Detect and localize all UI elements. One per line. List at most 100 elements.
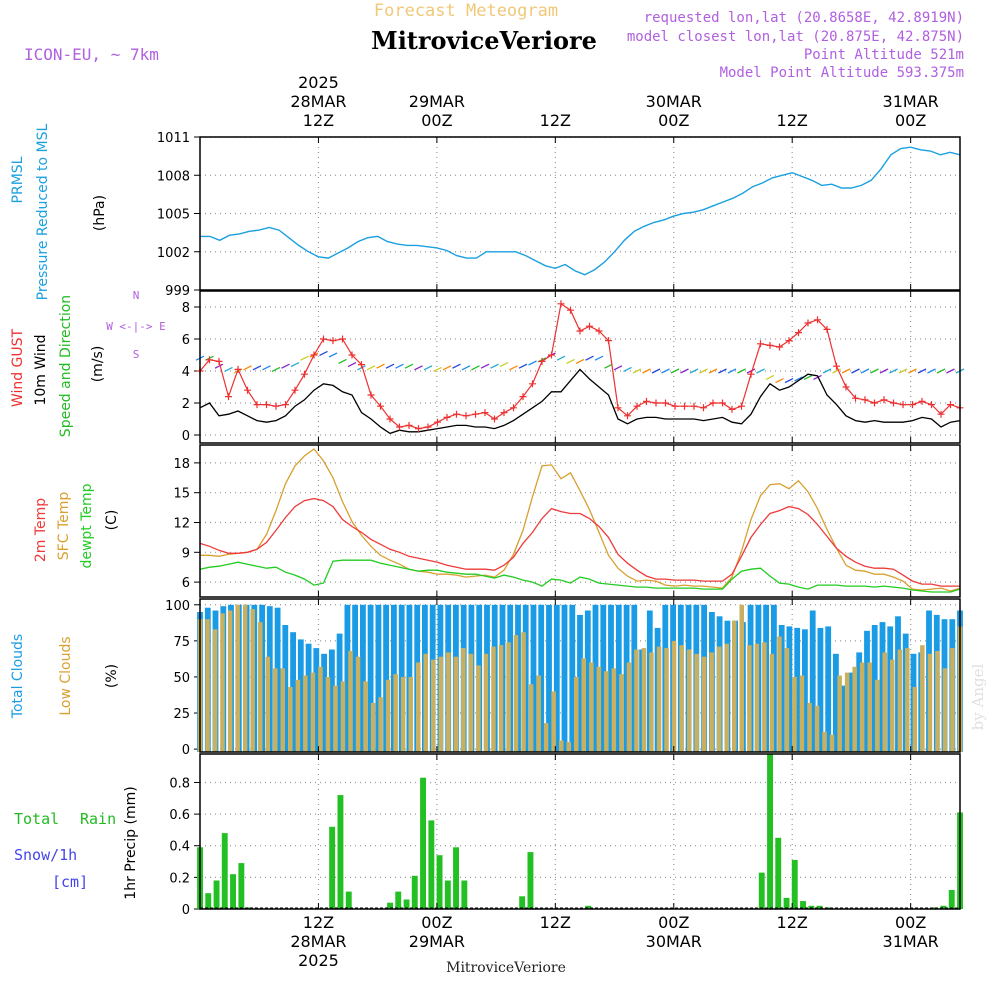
temperature-panel: 6 9 12 15 18 — [173, 444, 961, 598]
precip-bar — [453, 847, 459, 909]
wind-direction-arrow — [936, 368, 946, 374]
wind-direction-arrow — [376, 363, 385, 369]
gust-marker — [700, 404, 707, 412]
wind-direction-arrow — [727, 368, 737, 374]
low-cloud-bar — [912, 687, 918, 752]
gust-marker — [386, 415, 394, 423]
gust-marker — [358, 361, 365, 369]
low-cloud-bar — [709, 652, 714, 752]
gust-marker — [747, 370, 755, 378]
top-time-label: 30MAR — [646, 92, 702, 111]
gust-marker — [234, 365, 242, 373]
top-time-label: 00Z — [895, 111, 926, 130]
precip-bar — [345, 891, 352, 909]
sfc-temp-line — [200, 448, 961, 592]
gust-marker — [871, 399, 878, 407]
total-cloud-bar — [290, 632, 296, 752]
total-cloud-bar — [833, 653, 839, 752]
precip-bar — [791, 860, 798, 909]
wind-direction-arrow — [395, 363, 404, 369]
gust-marker — [586, 322, 593, 330]
low-cloud-bar — [258, 622, 263, 752]
model-altitude: Model Point Altitude 593.375m — [720, 65, 964, 81]
low-cloud-bar — [905, 648, 910, 752]
total-cloud-bar — [802, 629, 808, 752]
precip-bar — [337, 795, 344, 909]
gust-line — [199, 302, 961, 430]
gust-marker — [738, 402, 745, 410]
total-cloud-bar — [569, 604, 576, 752]
precip-bar — [230, 874, 236, 909]
low-cloud-bar — [521, 632, 526, 752]
wind-direction-arrow — [680, 368, 689, 374]
low-cloud-bar — [784, 648, 790, 752]
gust-marker — [595, 327, 603, 335]
y-tick-label: 25 — [173, 707, 190, 722]
y-tick-label: 75 — [173, 635, 190, 650]
low-cloud-bar — [318, 666, 323, 752]
wind-direction-arrow — [889, 368, 898, 374]
low-cloud-bar — [566, 741, 571, 752]
rain-label: Rain — [80, 810, 116, 828]
gust-marker — [662, 399, 669, 407]
wind-direction-arrow — [252, 365, 262, 371]
total-cloud-bar — [608, 604, 614, 752]
wind-direction-arrow — [328, 352, 338, 358]
bottom-time-label: 29MAR — [409, 932, 465, 951]
total-cloud-bar — [538, 604, 545, 752]
low-cloud-bar — [348, 651, 353, 752]
wind-direction-arrow — [718, 368, 727, 374]
top-time-label: 12Z — [777, 111, 808, 130]
low-cloud-bar — [596, 666, 602, 752]
gust-marker — [339, 335, 346, 343]
wind-direction-arrow — [433, 366, 442, 372]
top-time-label: 00Z — [658, 111, 689, 130]
gust-marker — [443, 413, 451, 421]
low-cloud-bar — [491, 646, 496, 752]
wind-direction-arrow — [670, 368, 680, 374]
total-cloud-bar — [848, 672, 855, 752]
gust-marker — [272, 402, 280, 410]
total-cloud-bar — [825, 626, 832, 752]
footer-station: MitroviceVeriore — [446, 960, 566, 976]
prmsl-label: PRMSL — [10, 156, 26, 203]
pressure-line — [200, 146, 961, 276]
gust-marker — [367, 391, 375, 399]
low-cloud-bar — [844, 672, 850, 752]
dewpt-label: dewpt Temp — [79, 483, 95, 568]
precip-bar — [411, 875, 418, 909]
low-cloud-bar — [799, 675, 805, 752]
gust-marker — [453, 410, 460, 418]
total-cloud-bar — [561, 604, 568, 752]
gust-marker — [510, 404, 517, 412]
total-cloud-bar — [530, 604, 537, 752]
wind-direction-arrow — [271, 366, 281, 372]
low-cloud-bar — [626, 662, 632, 752]
total-cloud-bar — [577, 614, 583, 752]
low-cloud-bar — [739, 604, 744, 752]
low-cloud-bar — [859, 662, 865, 752]
precip-unit: 1hr Precip (mm) — [123, 786, 139, 899]
wind-direction-arrow — [917, 368, 927, 374]
precip-bar — [436, 855, 443, 909]
wind-direction-arrow — [243, 365, 252, 371]
precip-bar — [758, 872, 765, 909]
low-cloud-bar — [431, 659, 436, 752]
precip-bar — [420, 777, 426, 909]
wind-direction-arrow — [518, 363, 528, 369]
low-cloud-bar — [461, 648, 466, 752]
wind-direction-arrow — [366, 365, 376, 371]
total-label: Total — [14, 810, 59, 828]
low-cloud-bar — [634, 649, 639, 752]
wind-direction-arrow — [575, 358, 585, 364]
gust-marker — [538, 357, 546, 365]
wind-direction-arrow — [632, 368, 642, 374]
precip-bar — [403, 899, 410, 909]
y-tick-label: 12 — [173, 516, 190, 531]
wind-direction-arrow — [765, 374, 775, 380]
low-cloud-bar — [242, 604, 248, 752]
cloud-unit: (%) — [104, 664, 120, 688]
precip-bar — [948, 890, 955, 909]
low-cloud-bar — [897, 649, 903, 752]
wind-direction-arrow — [613, 365, 623, 371]
